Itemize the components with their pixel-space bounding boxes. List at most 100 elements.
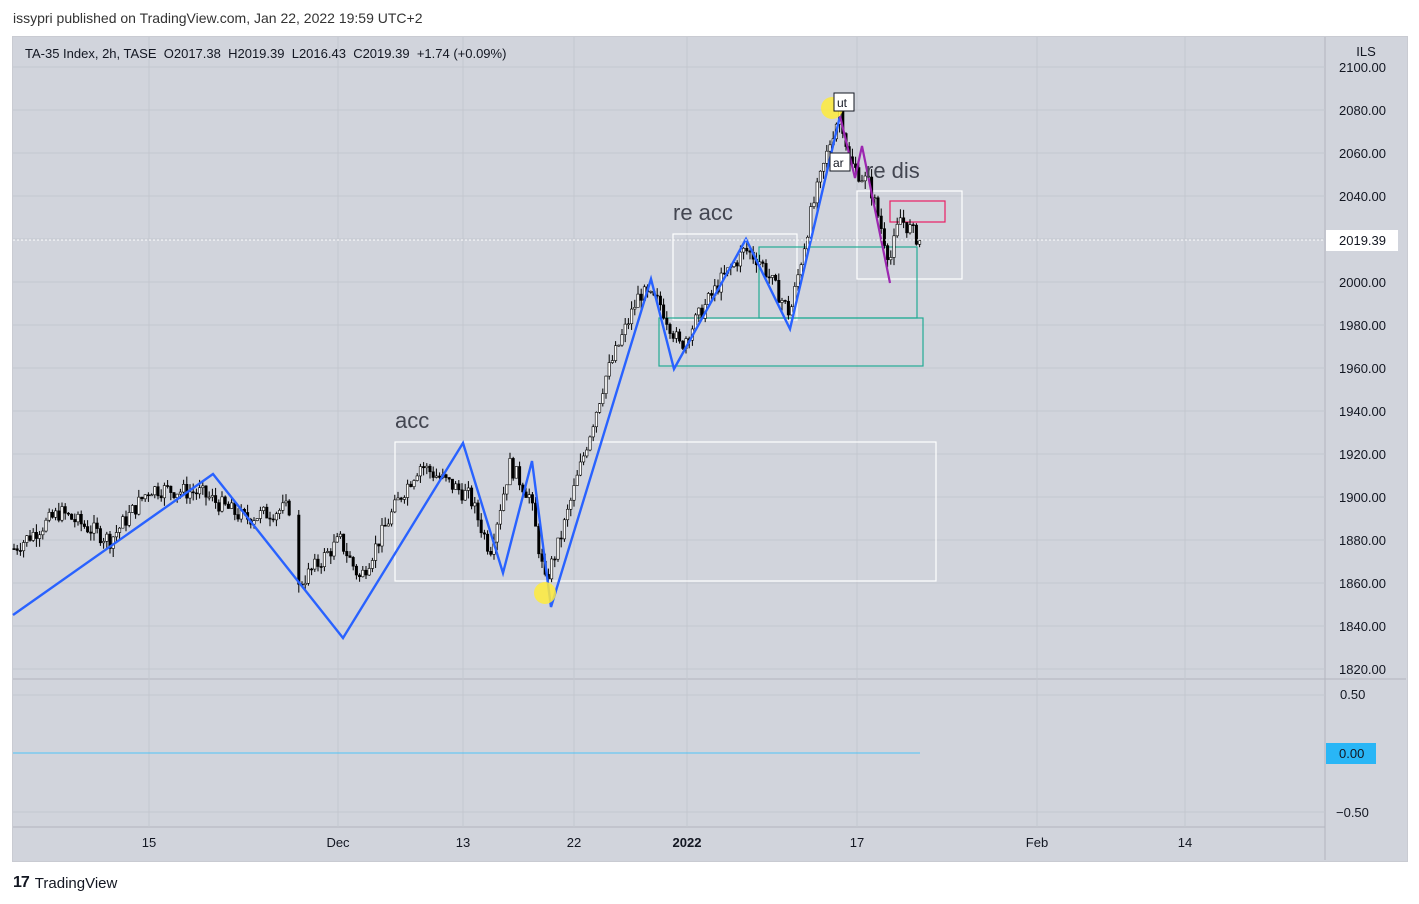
- candle-body: [310, 568, 314, 571]
- candle-body: [572, 485, 576, 501]
- candle-body: [604, 375, 608, 394]
- candle-body: [70, 513, 74, 520]
- candle-body: [790, 306, 794, 316]
- candle-body: [278, 510, 282, 514]
- candle-body: [66, 512, 70, 515]
- tradingview-brand[interactable]: 17 TradingView: [13, 874, 117, 892]
- candle-body: [47, 511, 51, 521]
- zigzag-line: [12, 115, 842, 641]
- candle-body: [425, 465, 429, 469]
- candle-body: [281, 502, 285, 511]
- candle-body: [633, 307, 637, 310]
- candle-body: [108, 533, 112, 549]
- candle-body: [383, 524, 387, 527]
- candle-body: [86, 526, 90, 533]
- candle-body: [41, 530, 45, 536]
- candle-body: [463, 490, 467, 501]
- candle-body: [550, 558, 554, 580]
- legend-high: H2019.39: [228, 46, 285, 61]
- candle-body: [505, 484, 509, 495]
- candle-body: [415, 475, 419, 481]
- candle-body: [742, 247, 746, 253]
- symbol-legend[interactable]: TA-35 Index, 2h, TASE O2017.38 H2019.39 …: [25, 46, 506, 61]
- candle-body: [214, 495, 218, 503]
- candle-body: [169, 485, 173, 493]
- candle-body: [738, 251, 742, 267]
- candle-body: [207, 496, 211, 499]
- candle-body: [332, 541, 336, 557]
- price-axis-ticks[interactable]: 2100.002080.002060.002040.002020.002000.…: [1339, 60, 1386, 677]
- teal-box-lower: [658, 317, 924, 367]
- candle-body: [98, 528, 102, 544]
- candle-body: [191, 491, 195, 494]
- candle-body: [524, 491, 528, 498]
- candle-body: [201, 485, 205, 489]
- candle-body: [879, 215, 883, 229]
- candle-body: [450, 478, 454, 490]
- annotation-re-acc: re acc: [673, 200, 733, 225]
- candle-body: [466, 487, 470, 491]
- candle-body: [230, 502, 234, 509]
- annotation-re-dis: re dis: [866, 158, 920, 183]
- candle-body: [578, 461, 582, 476]
- candle-body: [220, 496, 224, 512]
- candle-body: [886, 245, 890, 261]
- candle-body: [274, 513, 278, 521]
- candle-body: [54, 510, 58, 518]
- candle-body: [358, 574, 362, 578]
- candle-body: [134, 505, 138, 515]
- price-tick-label: 1840.00: [1339, 619, 1386, 634]
- candle-body: [140, 496, 144, 500]
- candle-body: [486, 533, 490, 552]
- time-axis-ticks[interactable]: 15 Dec 13 22 2022 17 Feb 14: [142, 835, 1192, 850]
- candle-body: [127, 512, 131, 526]
- annotation-acc: acc: [395, 408, 429, 433]
- candle-body: [409, 483, 413, 487]
- candle-body: [396, 497, 400, 501]
- candle-body: [454, 483, 458, 490]
- candle-body: [121, 516, 125, 529]
- tradingview-logo-icon: 17: [13, 874, 30, 891]
- candle-body: [527, 494, 531, 498]
- candle-body: [63, 506, 67, 514]
- time-tick-label: 17: [850, 835, 864, 850]
- markers: [534, 97, 843, 604]
- candle-body: [815, 181, 819, 204]
- chart-frame[interactable]: [12, 36, 1408, 862]
- candle-body: [434, 475, 438, 478]
- candle-body: [470, 487, 474, 507]
- candle-body: [674, 331, 678, 339]
- candle-body: [614, 345, 618, 361]
- candle-body: [818, 170, 822, 183]
- candle-body: [588, 436, 592, 451]
- candle-body: [22, 542, 26, 552]
- candle-body: [857, 167, 861, 182]
- candle-body: [626, 323, 630, 326]
- candle-body: [143, 494, 147, 500]
- candle-body: [889, 257, 893, 261]
- candle-body: [303, 582, 307, 586]
- candle-body: [566, 508, 570, 521]
- time-tick-label: Feb: [1026, 835, 1048, 850]
- candle-body: [514, 466, 518, 479]
- distribution-zigzag-line: [838, 115, 892, 284]
- candle-body: [162, 485, 166, 499]
- candle-body: [610, 360, 614, 363]
- candle-body: [322, 552, 326, 567]
- candle-body: [44, 519, 48, 532]
- candle-body: [498, 510, 502, 525]
- candle-body: [198, 487, 202, 495]
- candle-body: [905, 222, 909, 234]
- price-tick-label: 1900.00: [1339, 490, 1386, 505]
- candle-body: [774, 274, 778, 281]
- price-tick-label: 1860.00: [1339, 576, 1386, 591]
- indicator-value: 0.00: [1339, 746, 1364, 761]
- candle-body: [761, 261, 765, 264]
- candle-body: [706, 293, 710, 305]
- re-dis-range-box: [856, 190, 963, 280]
- candle-body: [406, 483, 410, 498]
- time-tick-label: 14: [1178, 835, 1192, 850]
- candle-body: [825, 150, 829, 164]
- candle-body: [623, 323, 627, 335]
